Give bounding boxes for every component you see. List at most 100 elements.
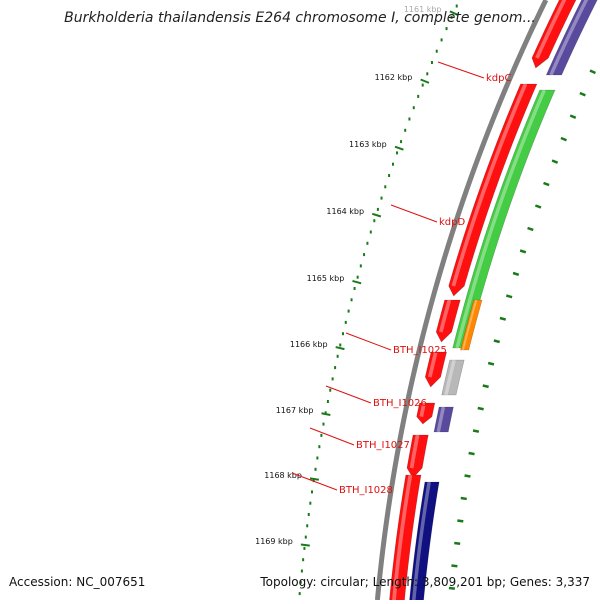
feature-track-tick (487, 361, 495, 366)
feature-track-tick (482, 384, 489, 389)
ruler-dot (326, 400, 329, 403)
gene-feature-red-shine (391, 474, 413, 604)
feature-track-tick (543, 181, 550, 187)
gene-feature-navy (408, 481, 440, 604)
gene-feature-gray-shine (444, 359, 456, 396)
ruler-dot (347, 309, 350, 313)
feature-track-tick (551, 159, 559, 164)
gene-feature-red-shine (451, 83, 528, 287)
label-leader-line (437, 61, 485, 79)
ruler-dot (316, 456, 319, 460)
ruler-dot (373, 219, 376, 223)
label-leader-line (309, 427, 355, 446)
ruler-dot (391, 162, 394, 166)
label-leader-line (325, 385, 372, 404)
ruler-label: 1163 kbp (349, 140, 387, 149)
ruler-dot (363, 253, 366, 257)
ruler-dot (318, 445, 321, 449)
ruler-dot (369, 230, 372, 234)
ruler-dot (298, 592, 301, 596)
ruler-dot (304, 535, 307, 539)
ruler-labels: 1161 kbp 1162 kbp 1163 kbp 1164 kbp 1165 kbp… (255, 5, 441, 546)
ruler-label: 1162 kbp (375, 73, 413, 82)
ruler-dot (322, 422, 325, 426)
ruler-tick (335, 346, 345, 351)
feature-track-tick (468, 451, 475, 456)
ruler-label: 1169 kbp (255, 537, 293, 546)
ruler-dot (450, 15, 453, 19)
ruler-dot (339, 343, 342, 347)
ruler-dot (350, 298, 353, 302)
feature-track-tick (457, 519, 464, 523)
feature-track-tick (512, 271, 520, 276)
feature-track-tick (477, 406, 484, 411)
ruler-dot (334, 366, 337, 370)
label-leader-lines (291, 61, 485, 491)
ruler-label: 1166 kbp (290, 340, 328, 349)
ruler-dot (408, 117, 411, 121)
ruler-dot (455, 4, 458, 8)
gene-feature-red (416, 402, 436, 425)
gene-feature-gray (441, 359, 465, 396)
label-leader-line (291, 472, 338, 491)
ruler-dot (303, 546, 306, 550)
ruler-dot (353, 287, 356, 290)
ruler-label: 1161 kbp (404, 5, 442, 14)
ruler-dot (380, 196, 383, 200)
ruler-dot (310, 490, 313, 494)
ruler-dot (376, 207, 379, 211)
gene-feature-red (435, 299, 461, 343)
gene-label-kdpc: kdpC (486, 73, 511, 84)
feature-track-tick (527, 226, 534, 232)
ruler-dot (388, 174, 391, 177)
gene-feature-red-shine (419, 402, 426, 418)
ruler-dot (314, 467, 317, 471)
ruler-dot (344, 320, 347, 324)
ruler-dot (300, 569, 303, 573)
feature-track-tick (448, 586, 456, 590)
ruler-dot (445, 27, 448, 31)
ruler-tick (309, 477, 320, 481)
feature-track-tick (460, 496, 467, 501)
ruler-dot (331, 377, 334, 381)
feature-track-tick (534, 204, 542, 209)
ruler-dot (320, 433, 323, 437)
feature-track-tick (451, 564, 458, 568)
feature-track-tick (464, 474, 471, 478)
gene-feature-purple-shine (436, 406, 446, 433)
feature-track-tick (579, 91, 586, 97)
ruler-dot (395, 151, 398, 155)
feature-track-tick (472, 429, 480, 433)
gene-feature-red (424, 351, 447, 388)
ruler-dot (426, 72, 429, 76)
label-leader-line (345, 332, 392, 351)
genome-backbone (374, 0, 549, 601)
ruler-label: 1164 kbp (326, 207, 364, 216)
gene-labels: kdpC kdpD BTH_I1025 BTH_I1026 BTH_I1027 BTH_I… (339, 73, 511, 496)
gene-label-bth_i1027: BTH_I1027 (356, 440, 410, 451)
feature-track-tick (493, 339, 501, 344)
ruler-dot (302, 558, 305, 562)
ruler-dot (306, 524, 309, 528)
ruler-dot (440, 38, 443, 42)
gene-feature-purple-shine (549, 0, 589, 76)
genome-summary-text: Topology: circular; Length: 3,809,201 bp… (260, 575, 590, 589)
feature-track-tick (569, 114, 577, 119)
ruler-label: 1168 kbp (264, 471, 302, 480)
feature-track-tick (499, 316, 507, 321)
gene-label-kdpd: kdpD (439, 217, 465, 228)
gene-feature-red (531, 0, 577, 69)
ruler-tick (300, 543, 310, 547)
ruler-dot (366, 241, 369, 245)
ruler-tick (371, 212, 382, 218)
ruler-dot (412, 106, 415, 110)
gene-label-bth_i1026: BTH_I1026 (373, 398, 427, 409)
ruler-dot (299, 580, 302, 584)
feature-track-tick (519, 249, 527, 254)
gene-label-bth_i1025: BTH_I1025 (393, 345, 447, 356)
ruler-dot (417, 94, 420, 98)
ruler-label: 1167 kbp (276, 406, 314, 415)
ruler-tick (449, 10, 459, 16)
